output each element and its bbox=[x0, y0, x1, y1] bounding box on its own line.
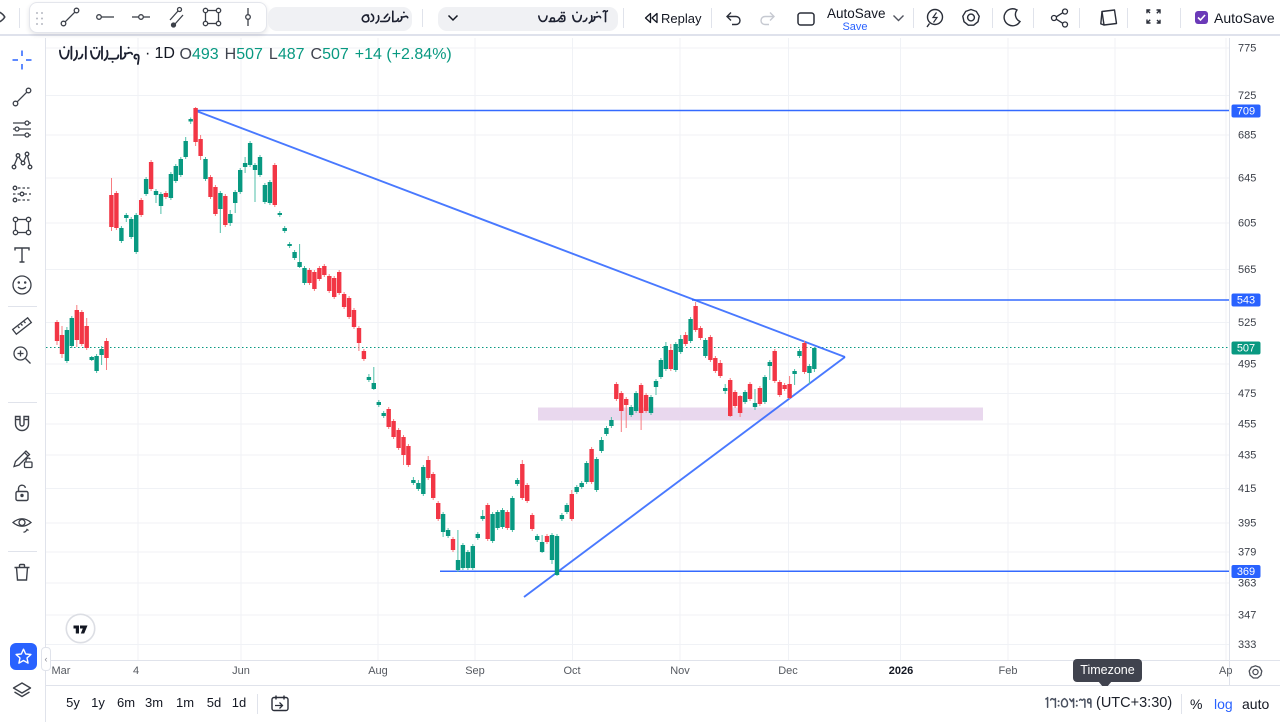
svg-text:475: 475 bbox=[1238, 388, 1256, 400]
svg-text:415: 415 bbox=[1238, 483, 1256, 495]
svg-text:565: 565 bbox=[1238, 264, 1256, 276]
svg-text:347: 347 bbox=[1238, 610, 1256, 622]
svg-text:455: 455 bbox=[1238, 419, 1256, 431]
svg-text:709: 709 bbox=[1237, 106, 1255, 118]
svg-text:725: 725 bbox=[1238, 90, 1256, 102]
svg-text:435: 435 bbox=[1238, 450, 1256, 462]
svg-text:645: 645 bbox=[1238, 173, 1256, 185]
svg-text:685: 685 bbox=[1238, 130, 1256, 142]
svg-text:363: 363 bbox=[1238, 578, 1256, 590]
svg-text:605: 605 bbox=[1238, 218, 1256, 230]
svg-text:543: 543 bbox=[1237, 295, 1255, 307]
svg-text:495: 495 bbox=[1238, 359, 1256, 371]
svg-text:379: 379 bbox=[1238, 547, 1256, 559]
svg-text:525: 525 bbox=[1238, 317, 1256, 329]
svg-text:369: 369 bbox=[1237, 566, 1255, 578]
svg-text:333: 333 bbox=[1238, 639, 1256, 651]
svg-text:395: 395 bbox=[1238, 518, 1256, 530]
svg-text:775: 775 bbox=[1238, 43, 1256, 55]
svg-text:507: 507 bbox=[1237, 343, 1255, 355]
